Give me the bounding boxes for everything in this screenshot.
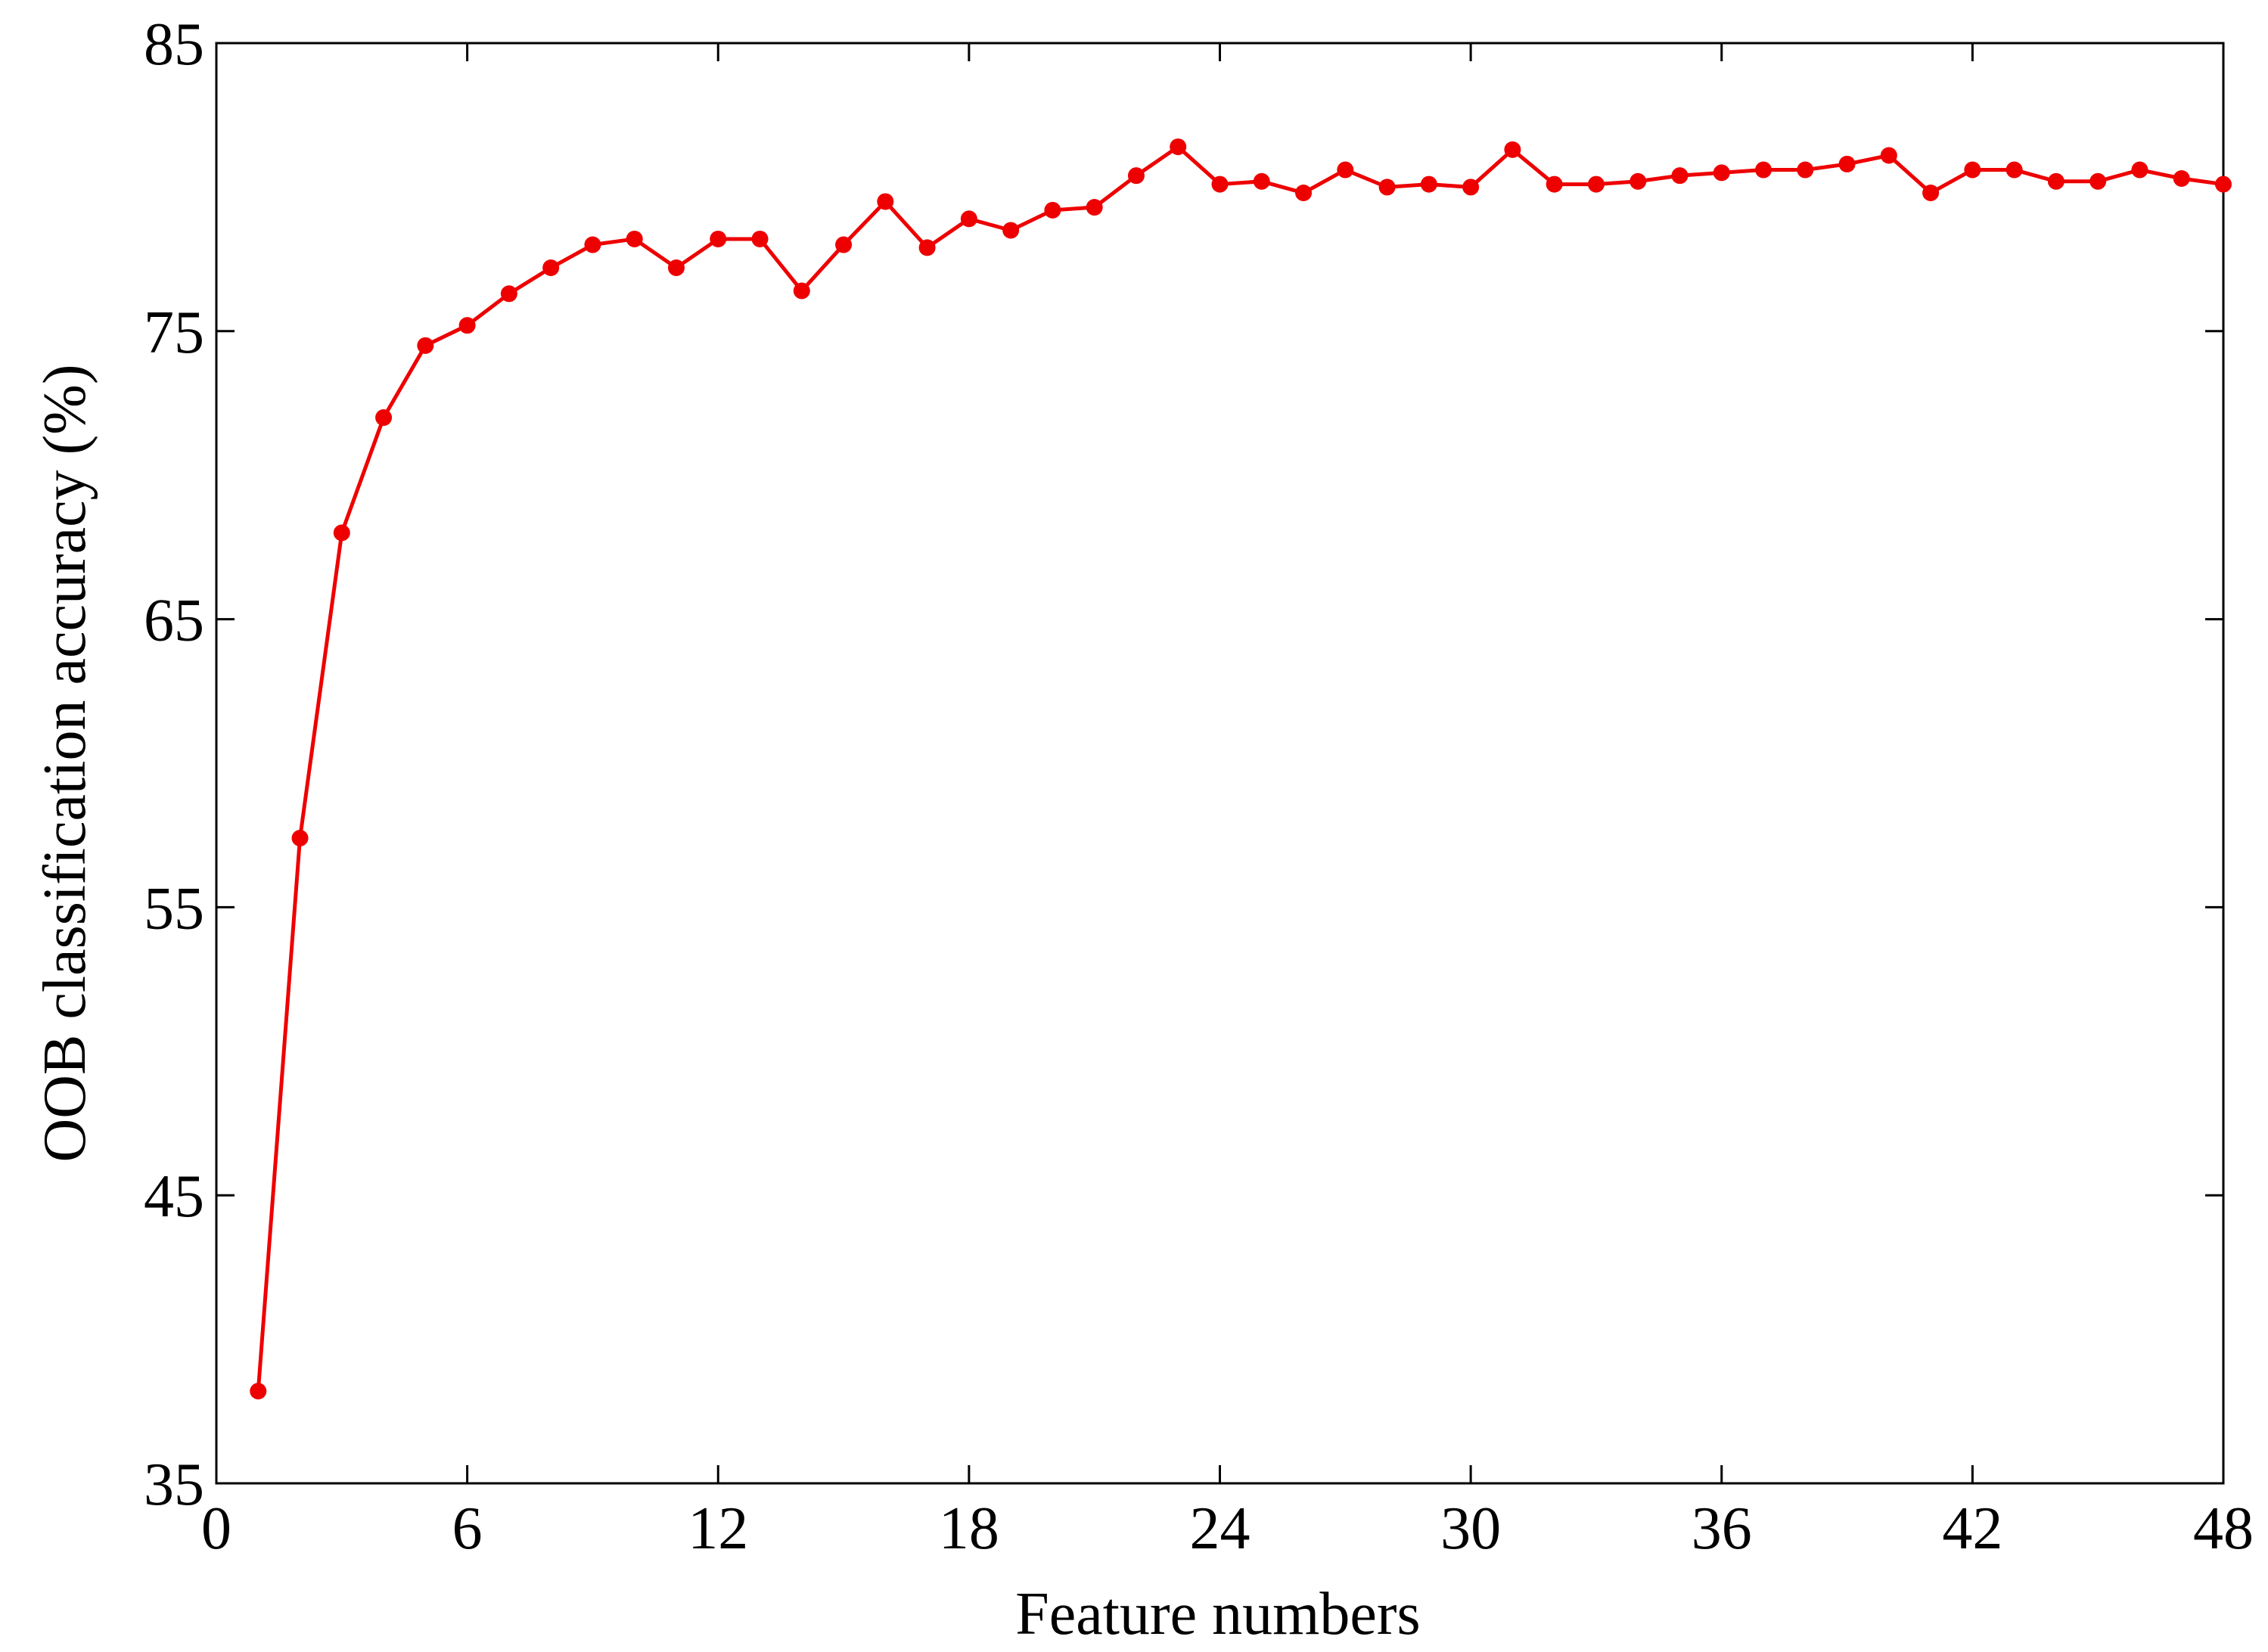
data-point [1797,161,1814,179]
data-point [291,830,309,847]
data-point [1922,185,1940,202]
data-point [2047,172,2065,190]
data-point [1253,172,1270,190]
data-point [626,230,643,247]
data-point [1462,179,1480,196]
x-tick-label: 30 [1440,1495,1501,1562]
y-tick-label: 55 [144,875,204,942]
data-point [1713,164,1730,182]
data-point [542,259,560,277]
x-tick-label: 48 [2193,1495,2254,1562]
data-point [1170,138,1187,156]
x-tick-label: 36 [1692,1495,1752,1562]
data-point [2005,161,2023,179]
data-point [2215,175,2232,193]
data-point [710,230,727,247]
data-point [1295,185,1313,202]
data-point [835,236,853,253]
data-point [667,259,685,277]
data-point [1086,199,1103,216]
x-tick-label: 6 [452,1495,483,1562]
data-point [1964,161,1981,179]
data-point [1504,141,1521,158]
data-point [1838,155,1856,172]
data-point [1420,175,1437,193]
data-point [584,236,601,253]
data-point [918,239,936,256]
x-tick-label: 18 [939,1495,999,1562]
x-tick-label: 24 [1190,1495,1251,1562]
data-point [1630,172,1647,190]
y-tick-label: 65 [144,588,204,654]
data-point [1337,161,1354,179]
y-tick-label: 75 [144,300,204,366]
data-point [1546,175,1563,193]
data-point [458,317,476,334]
data-point [793,282,810,300]
data-point [2173,169,2190,187]
data-point [1671,167,1689,185]
data-point [2131,161,2148,179]
y-tick-label: 35 [144,1452,204,1518]
series-line [256,144,2224,1392]
data-point [1044,201,1061,219]
data-point [1127,167,1145,185]
data-point [960,210,977,228]
data-point [1378,179,1396,196]
data-point [2089,172,2107,190]
y-tick-label: 45 [144,1163,204,1230]
data-point [877,193,894,210]
data-point [1755,161,1772,179]
data-point [333,524,350,542]
data-point [250,1383,267,1400]
x-tick-label: 42 [1942,1495,2002,1562]
data-point [1880,147,1897,164]
y-tick-label: 85 [144,11,204,78]
data-point [417,337,434,354]
plot-frame [215,42,2225,1485]
data-point [1211,175,1229,193]
data-point [500,285,517,303]
y-axis-label: OOB classification accuracy (%) [32,364,98,1162]
x-tick-label: 0 [201,1495,231,1562]
x-tick-label: 12 [688,1495,748,1562]
data-point [1002,222,1020,239]
data-point [751,230,769,247]
data-point [1587,175,1605,193]
data-point [375,409,393,427]
x-axis-label: Feature numbers [1015,1581,1420,1647]
